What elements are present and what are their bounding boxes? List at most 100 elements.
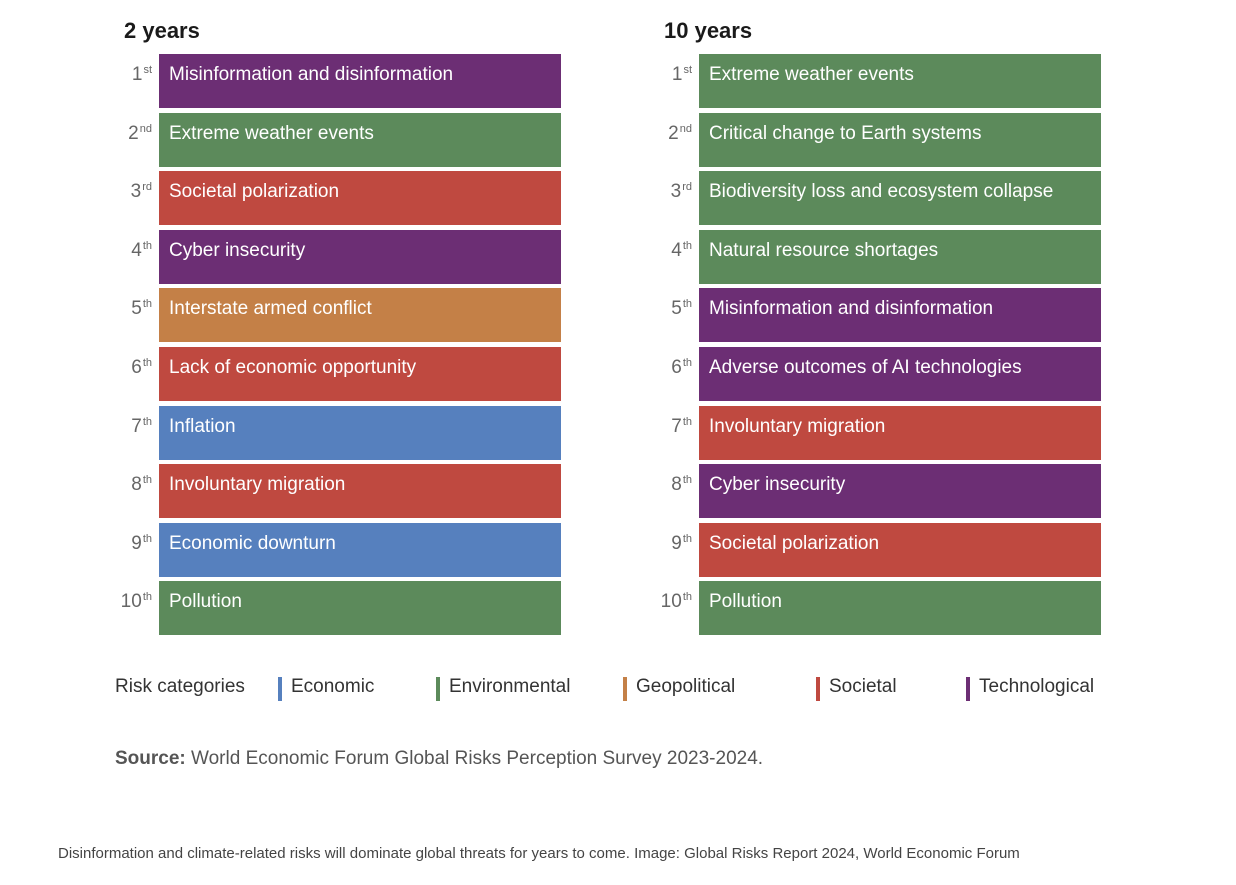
rank-number: 7 xyxy=(671,415,682,437)
rank-suffix: th xyxy=(142,415,152,428)
rank-row: 9th Economic downturn xyxy=(114,522,614,577)
rank-suffix: th xyxy=(142,357,152,369)
rank-label: 8th xyxy=(114,474,152,496)
rank-row: 1st Extreme weather events xyxy=(654,54,1154,108)
rank-row: 4th Cyber insecurity xyxy=(114,229,614,284)
rank-row: 4th Natural resource shortages xyxy=(654,229,1154,284)
risk-bar: Societal polarization xyxy=(159,171,561,226)
rank-label: 6th xyxy=(114,357,152,379)
image-caption: Disinformation and climate-related risks… xyxy=(58,845,1020,862)
risk-bar: Inflation xyxy=(159,405,561,460)
column-title: 10 years xyxy=(664,18,753,43)
risk-bar: Cyber insecurity xyxy=(699,464,1101,519)
rank-number: 3 xyxy=(130,181,142,203)
risk-bar: Critical change to Earth systems xyxy=(699,112,1101,167)
rank-number: 2 xyxy=(668,122,679,144)
rank-suffix: th xyxy=(682,239,692,252)
rank-row: 5th Interstate armed conflict xyxy=(114,288,614,343)
rank-row: 10th Pollution xyxy=(114,581,614,636)
rank-row: 6th Lack of economic opportunity xyxy=(114,347,614,401)
risk-bar: Biodiversity loss and ecosystem collapse xyxy=(699,171,1101,226)
rank-row: 1st Misinformation and disinformation xyxy=(114,54,614,108)
rank-number: 1 xyxy=(131,64,143,85)
legend-label: Economic xyxy=(291,676,375,697)
risk-bar: Pollution xyxy=(699,581,1101,636)
rank-suffix: th xyxy=(682,591,692,604)
rank-suffix: th xyxy=(682,415,692,428)
rank-suffix: nd xyxy=(139,122,152,135)
rank-suffix: th xyxy=(142,474,152,487)
rank-number: 4 xyxy=(671,239,682,261)
rank-label: 6th xyxy=(654,357,692,379)
rank-label: 7th xyxy=(654,416,692,438)
rank-number: 8 xyxy=(671,474,682,496)
rank-suffix: th xyxy=(682,474,692,487)
risk-bar: Natural resource shortages xyxy=(699,229,1101,284)
risk-bar: Cyber insecurity xyxy=(159,229,561,284)
legend-swatch xyxy=(278,677,282,701)
risk-bar: Economic downturn xyxy=(159,522,561,577)
rank-suffix: rd xyxy=(142,181,152,194)
rank-number: 5 xyxy=(671,298,682,320)
legend-title: Risk categories xyxy=(115,676,245,697)
source-note: Source: World Economic Forum Global Risk… xyxy=(115,748,763,770)
rank-number: 6 xyxy=(131,357,142,378)
column-title: 2 years xyxy=(124,18,200,43)
rank-suffix: th xyxy=(142,239,152,252)
legend: Risk categories Economic Environmental G… xyxy=(115,674,1105,704)
risk-bar: Pollution xyxy=(159,581,561,636)
rank-suffix: st xyxy=(143,64,152,76)
rank-number: 10 xyxy=(660,591,682,613)
rank-row: 3rd Societal polarization xyxy=(114,171,614,226)
rank-number: 4 xyxy=(131,239,142,261)
risk-bar: Lack of economic opportunity xyxy=(159,347,561,401)
risk-bar: Involuntary migration xyxy=(699,405,1101,460)
rank-number: 9 xyxy=(131,532,142,554)
risk-bar: Interstate armed conflict xyxy=(159,288,561,343)
rank-number: 1 xyxy=(671,64,683,85)
column-10-years: 10 years 1st Extreme weather events 2nd Cri… xyxy=(654,16,1154,636)
risk-bar: Extreme weather events xyxy=(699,54,1101,108)
rank-suffix: th xyxy=(142,298,152,311)
rank-label: 5th xyxy=(654,298,692,320)
rank-row: 6th Adverse outcomes of AI technologies xyxy=(654,347,1154,401)
rank-label: 1st xyxy=(114,64,152,86)
rank-number: 10 xyxy=(120,591,142,613)
rank-row: 8th Involuntary migration xyxy=(114,464,614,519)
rank-number: 6 xyxy=(671,357,682,378)
legend-label: Technological xyxy=(979,676,1095,697)
rank-suffix: nd xyxy=(679,122,692,135)
rank-number: 7 xyxy=(131,415,142,437)
rank-row: 9th Societal polarization xyxy=(654,522,1154,577)
rank-row: 10th Pollution xyxy=(654,581,1154,636)
risk-bar: Extreme weather events xyxy=(159,112,561,167)
column-2-years: 2 years 1st Misinformation and disinforma… xyxy=(114,16,614,636)
risk-bar: Adverse outcomes of AI technologies xyxy=(699,347,1101,401)
rank-row: 7th Involuntary migration xyxy=(654,405,1154,460)
legend-label: Geopolitical xyxy=(636,676,736,697)
rank-label: 7th xyxy=(114,416,152,438)
rank-number: 2 xyxy=(128,122,139,144)
rank-suffix: th xyxy=(142,532,152,545)
rank-label: 5th xyxy=(114,298,152,320)
rank-label: 10th xyxy=(114,591,152,613)
rank-row: 2nd Extreme weather events xyxy=(114,112,614,167)
legend-swatch xyxy=(966,677,970,701)
rank-suffix: th xyxy=(142,591,152,604)
rank-label: 1st xyxy=(654,64,692,86)
rank-label: 4th xyxy=(114,240,152,262)
risk-bar: Involuntary migration xyxy=(159,464,561,519)
risk-bar: Misinformation and disinformation xyxy=(159,54,561,108)
rank-number: 5 xyxy=(131,298,142,320)
rank-row: 8th Cyber insecurity xyxy=(654,464,1154,519)
legend-swatch xyxy=(816,677,820,701)
risk-bar: Misinformation and disinformation xyxy=(699,288,1101,343)
rank-label: 10th xyxy=(654,591,692,613)
rank-label: 3rd xyxy=(654,181,692,203)
rank-label: 9th xyxy=(114,533,152,555)
rank-row: 7th Inflation xyxy=(114,405,614,460)
rank-suffix: th xyxy=(682,298,692,311)
rank-suffix: th xyxy=(682,532,692,545)
rank-row: 3rd Biodiversity loss and ecosystem colla… xyxy=(654,171,1154,226)
risk-bar: Societal polarization xyxy=(699,522,1101,577)
